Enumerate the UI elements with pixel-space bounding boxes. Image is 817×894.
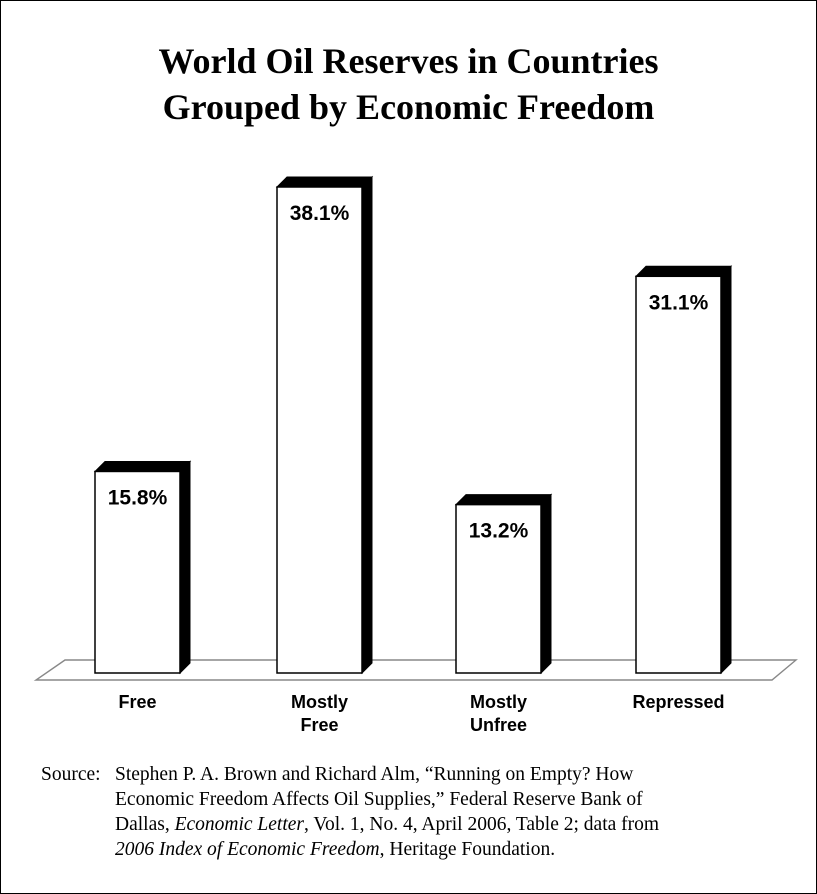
bar-top-2 <box>454 494 553 506</box>
bar-top-1 <box>275 176 374 188</box>
bar-2 <box>455 503 542 674</box>
source-line-3: Dallas, Economic Letter, Vol. 1, No. 4, … <box>115 812 659 837</box>
bar-chart: 15.8% Free 38.1% Mostly Free 13.2% Mostly Unfre… <box>33 175 798 735</box>
category-label-3-0: Repressed <box>632 692 724 712</box>
source-text-volume: , Vol. 1, No. 4, April 2006, Table 2; da… <box>304 814 660 835</box>
bar-value-label-0: 15.8% <box>108 486 168 509</box>
bar-side-2 <box>540 493 552 675</box>
source-text-index: 2006 Index of Economic Freedom <box>115 839 380 860</box>
chart-title-line-2: Grouped by Economic Freedom <box>162 87 655 127</box>
category-label-2-0: Mostly <box>470 692 527 712</box>
source-text-article: Economic Freedom Affects Oil Supplies,” … <box>115 789 643 810</box>
bar-1 <box>276 186 363 674</box>
bar-side-1 <box>361 175 373 675</box>
source-line-1: Stephen P. A. Brown and Richard Alm, “Ru… <box>115 762 633 787</box>
source-text-dallas: Dallas, <box>115 814 175 835</box>
chart-title-line-1: World Oil Reserves in Countries <box>158 41 659 81</box>
bar-side-3 <box>720 265 732 675</box>
source-line-4: 2006 Index of Economic Freedom, Heritage… <box>115 837 555 862</box>
bar-3 <box>635 275 722 674</box>
category-label-2-1: Unfree <box>470 715 527 735</box>
bar-top-0 <box>93 460 192 472</box>
bar-0 <box>94 470 181 674</box>
bar-value-label-3: 31.1% <box>649 291 709 314</box>
chart-title: World Oil Reserves in Countries Grouped … <box>0 38 817 130</box>
bar-value-label-1: 38.1% <box>290 202 350 225</box>
source-line-2: Economic Freedom Affects Oil Supplies,” … <box>115 787 643 812</box>
bar-value-label-2: 13.2% <box>469 520 529 543</box>
source-text-journal: Economic Letter <box>174 814 305 835</box>
source-text-publisher: , Heritage Foundation. <box>379 839 556 860</box>
bar-side-0 <box>179 460 191 675</box>
source-text-authors: Stephen P. A. Brown and Richard Alm, “Ru… <box>115 764 634 785</box>
category-label-1-0: Mostly <box>291 692 348 712</box>
category-label-1-1: Free <box>300 715 338 735</box>
bar-top-3 <box>634 265 733 277</box>
floor-plane <box>33 659 798 681</box>
category-label-0-0: Free <box>118 692 156 712</box>
source-lead: Source: <box>41 764 101 785</box>
